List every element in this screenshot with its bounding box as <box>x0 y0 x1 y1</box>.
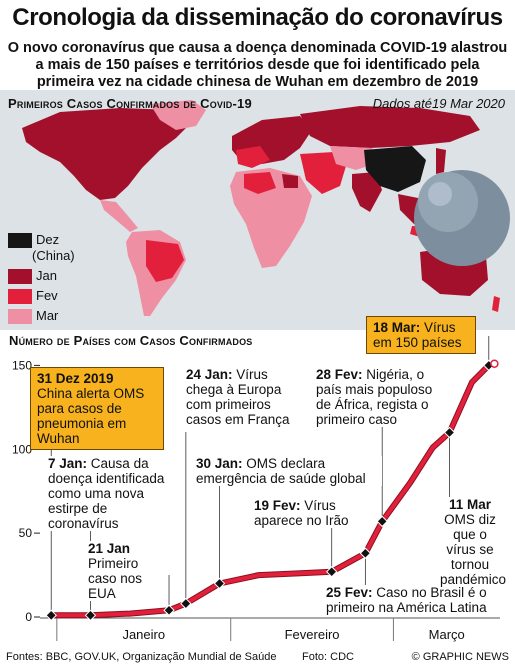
map-japan <box>436 148 446 174</box>
legend-label-dez: Dez <box>36 232 60 247</box>
legend-item-dez: Dez (China) <box>8 232 128 263</box>
callout-date: 25 Fev: <box>326 585 373 600</box>
callout-text: Nigéria, o país mais populoso de África,… <box>316 367 433 427</box>
map-africa <box>230 168 312 268</box>
callout-text: Causa da doença identificada como uma no… <box>48 456 165 531</box>
legend-label-fev: Fev <box>36 288 58 303</box>
map-middle-east <box>300 152 346 194</box>
callout-date: 28 Fev: <box>316 367 363 382</box>
callout-date: 19 Fev: <box>254 498 301 513</box>
map-china <box>364 146 426 192</box>
callout-dec31: 31 Dez 2019 China alerta OMS para casos … <box>30 367 164 450</box>
map-greenland <box>150 100 206 130</box>
map-russia <box>300 106 480 148</box>
map-heading: Primeiros Casos Confirmados de Covid-19 <box>8 96 252 111</box>
footer-copyright: © GRAPHIC NEWS <box>411 651 509 663</box>
legend-swatch-mar <box>8 309 32 324</box>
callout-jan21: 21 Jan Primeiro caso nos EUA <box>88 541 168 601</box>
map-europe-feb <box>236 146 270 168</box>
chart-title: Número de Países com Casos Confirmados <box>6 333 256 348</box>
map-date-note: Dados até19 Mar 2020 <box>372 96 505 111</box>
map-egypt <box>282 174 298 188</box>
callout-text: OMS declara emergência de saúde global <box>196 456 366 486</box>
y-tick-label: 100 <box>12 442 32 456</box>
callout-jan30: 30 Jan: OMS declara emergência de saúde … <box>196 456 382 486</box>
callout-mar11: 11 Mar OMS diz que o vírus se tornou pan… <box>440 497 507 587</box>
chart-series <box>45 359 499 622</box>
callout-text: Vírus aparece no Irão <box>254 498 349 528</box>
map-india <box>352 172 382 212</box>
callout-text: Caso no Brasil é o primeiro na América L… <box>326 585 487 615</box>
legend-swatch-fev <box>8 289 32 304</box>
world-map <box>22 100 510 316</box>
callout-jan24: 24 Jan: Vírus chega à Europa com primeir… <box>186 367 300 427</box>
event-marker <box>376 515 388 528</box>
event-marker <box>359 547 372 559</box>
callout-date: 7 Jan: <box>48 456 88 471</box>
page-title: Cronologia da disseminação do coronavíru… <box>12 4 503 31</box>
event-marker <box>163 604 175 616</box>
event-marker <box>443 426 456 439</box>
coronavirus-illustration <box>414 170 510 266</box>
callout-text: Primeiro caso nos EUA <box>88 556 143 601</box>
page-subtitle: O novo coronavírus que causa a doença de… <box>7 40 508 90</box>
x-tick-label: Março <box>429 627 465 642</box>
map-brazil <box>146 240 184 282</box>
callout-date: 31 Dez 2019 <box>37 371 114 386</box>
legend-item-mar: Mar <box>8 308 128 326</box>
callout-date: 30 Jan: <box>196 456 243 471</box>
event-marker <box>325 566 338 578</box>
callout-text: China alerta OMS para casos de pneumonia… <box>37 386 145 446</box>
map-africa-feb <box>244 172 276 194</box>
legend-sublabel-dez: (China) <box>32 248 75 263</box>
legend-swatch-dez <box>8 233 32 248</box>
legend-item-fev: Fev <box>8 288 128 306</box>
callout-jan7: 7 Jan: Causa da doença identificada como… <box>48 456 170 531</box>
callout-date: 21 Jan <box>88 541 131 556</box>
event-marker <box>45 609 57 622</box>
x-tick-label: Janeiro <box>122 627 165 642</box>
footer-sources: Fontes: BBC, GOV.UK, Organização Mundial… <box>6 651 277 663</box>
map-new-zealand <box>492 296 500 312</box>
callout-date: 18 Mar: <box>373 320 421 335</box>
callout-date: 24 Jan: <box>186 367 233 382</box>
callout-feb19: 19 Fev: Vírus aparece no Irão <box>254 498 354 528</box>
callout-text: OMS diz que o vírus se tornou pandémico <box>440 512 507 587</box>
map-north-america <box>22 108 190 200</box>
map-central-america <box>100 200 138 232</box>
event-marker <box>213 577 226 590</box>
chart-axes: 0 50 100 150 Janeiro Fevereiro Março <box>12 358 500 642</box>
legend-swatch-jan <box>8 269 32 284</box>
callout-mar18: 18 Mar: Vírus em 150 países <box>366 316 476 354</box>
event-marker <box>180 597 192 610</box>
world-map-panel <box>0 90 515 330</box>
y-tick-label: 150 <box>12 358 32 372</box>
callout-date: 11 Mar <box>448 497 492 512</box>
callout-text: Vírus em 150 países <box>373 320 462 350</box>
footer-photo-credit: Foto: CDC <box>302 651 354 663</box>
callout-feb28: 28 Fev: Nigéria, o país mais populoso de… <box>316 367 440 427</box>
x-tick-label: Fevereiro <box>285 627 340 642</box>
legend-item-jan: Jan <box>8 268 128 286</box>
callout-text: Vírus chega à Europa com primeiros casos… <box>186 367 290 427</box>
legend-label-mar: Mar <box>36 308 59 323</box>
callout-feb25: 25 Fev: Caso no Brasil é o primeiro na A… <box>326 585 504 615</box>
series-end-point <box>490 359 499 368</box>
event-marker <box>84 609 97 622</box>
y-tick-label: 0 <box>25 610 32 624</box>
y-tick-label: 50 <box>19 526 33 540</box>
legend-label-jan: Jan <box>36 268 57 283</box>
